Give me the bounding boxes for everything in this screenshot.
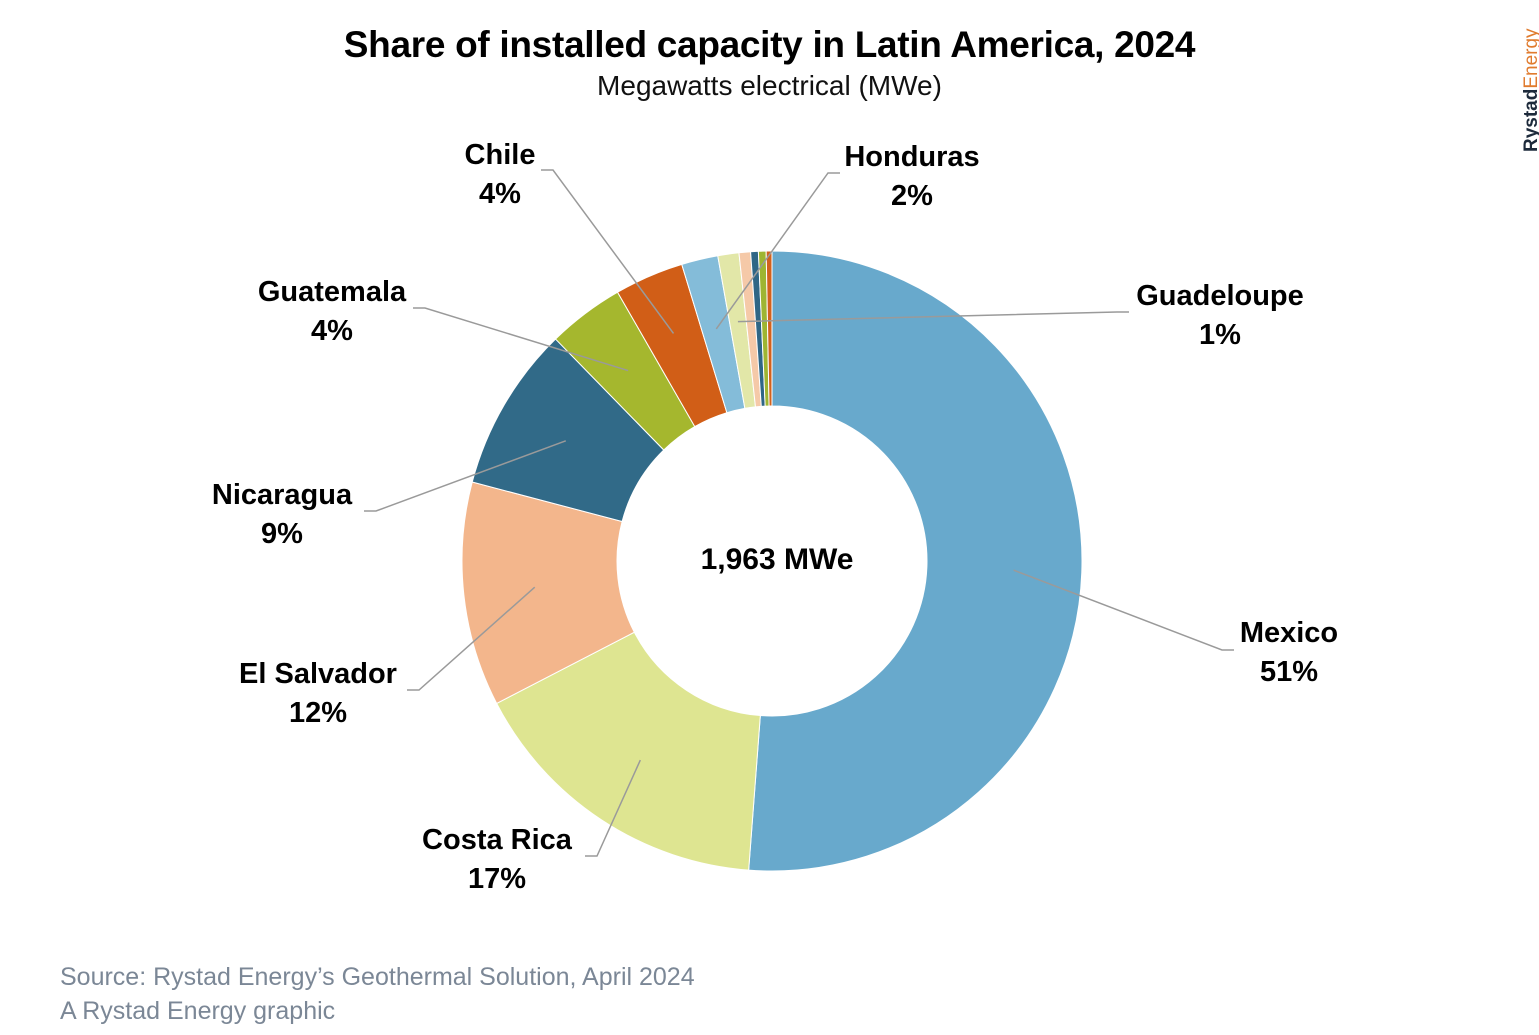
leader-line-chile [541,169,675,334]
label-name-guadeloupe: Guadeloupe [1136,280,1304,312]
slice-labels: Mexico 51% Costa Rica 17% El Salvador 12% Nica… [212,139,1338,895]
label-percent-guatemala: 4% [311,315,353,347]
leader-line-guadeloupe [737,311,1129,323]
leader-line-guatemala [413,307,629,372]
chart-title: Share of installed capacity in Latin Ame… [343,24,1196,65]
label-percent-el-salvador: 12% [289,697,347,729]
slice-costa-rica [496,631,761,871]
source-note: Source: Rystad Energy’s Geothermal Solut… [60,960,695,1028]
leader-line-costa-rica [585,759,642,857]
leader-line-mexico [1013,569,1234,651]
label-name-costa-rica: Costa Rica [422,824,573,856]
donut-slices [461,250,1083,872]
logo-text-rystad: Rystad [1521,88,1539,152]
leader-line-nicaragua [364,440,567,512]
label-percent-costa-rica: 17% [468,863,526,895]
slice-other-11 [765,250,773,407]
slice-mexico [748,250,1083,872]
source-line: Source: Rystad Energy’s Geothermal Solut… [60,963,695,991]
label-name-guatemala: Guatemala [258,276,407,308]
label-percent-honduras: 2% [891,180,933,212]
label-name-el-salvador: El Salvador [239,658,397,690]
label-percent-chile: 4% [479,178,521,210]
label-percent-guadeloupe: 1% [1199,319,1241,351]
label-name-nicaragua: Nicaragua [212,479,353,511]
label-name-mexico: Mexico [1240,617,1338,649]
credit-line: A Rystad Energy graphic [60,997,336,1025]
chart-subtitle: Megawatts electrical (MWe) [597,70,942,101]
rystad-energy-logo: RystadEnergy [1521,28,1539,152]
label-name-chile: Chile [465,139,536,171]
logo-text-energy: Energy [1521,28,1539,89]
leader-line-el-salvador [407,586,536,691]
slice-el-salvador [461,481,636,705]
center-total-label: 1,963 MWe [701,543,854,576]
label-percent-mexico: 51% [1260,656,1318,688]
label-name-honduras: Honduras [844,141,979,173]
leader-lines [364,169,1234,857]
leader-line-honduras [715,172,840,330]
label-percent-nicaragua: 9% [261,518,303,550]
